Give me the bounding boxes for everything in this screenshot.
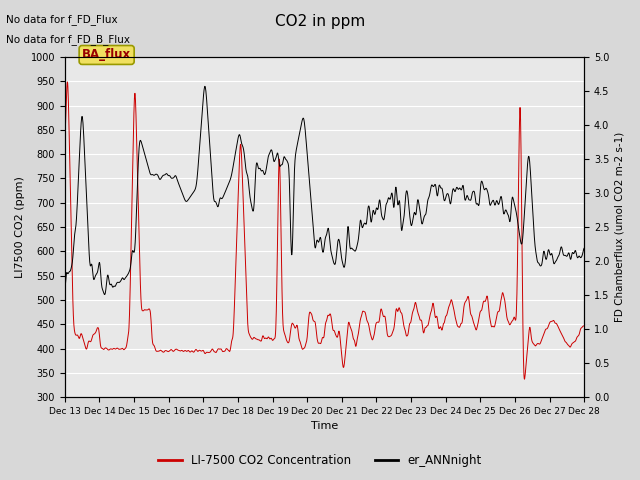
Y-axis label: FD Chamberflux (umol CO2 m-2 s-1): FD Chamberflux (umol CO2 m-2 s-1) [615, 132, 625, 322]
Text: No data for f_FD_Flux: No data for f_FD_Flux [6, 14, 118, 25]
Text: CO2 in ppm: CO2 in ppm [275, 14, 365, 29]
Y-axis label: LI7500 CO2 (ppm): LI7500 CO2 (ppm) [15, 176, 25, 278]
Text: No data for f_FD_B_Flux: No data for f_FD_B_Flux [6, 34, 131, 45]
Text: BA_flux: BA_flux [82, 48, 131, 61]
Legend: LI-7500 CO2 Concentration, er_ANNnight: LI-7500 CO2 Concentration, er_ANNnight [153, 449, 487, 472]
X-axis label: Time: Time [311, 421, 338, 432]
